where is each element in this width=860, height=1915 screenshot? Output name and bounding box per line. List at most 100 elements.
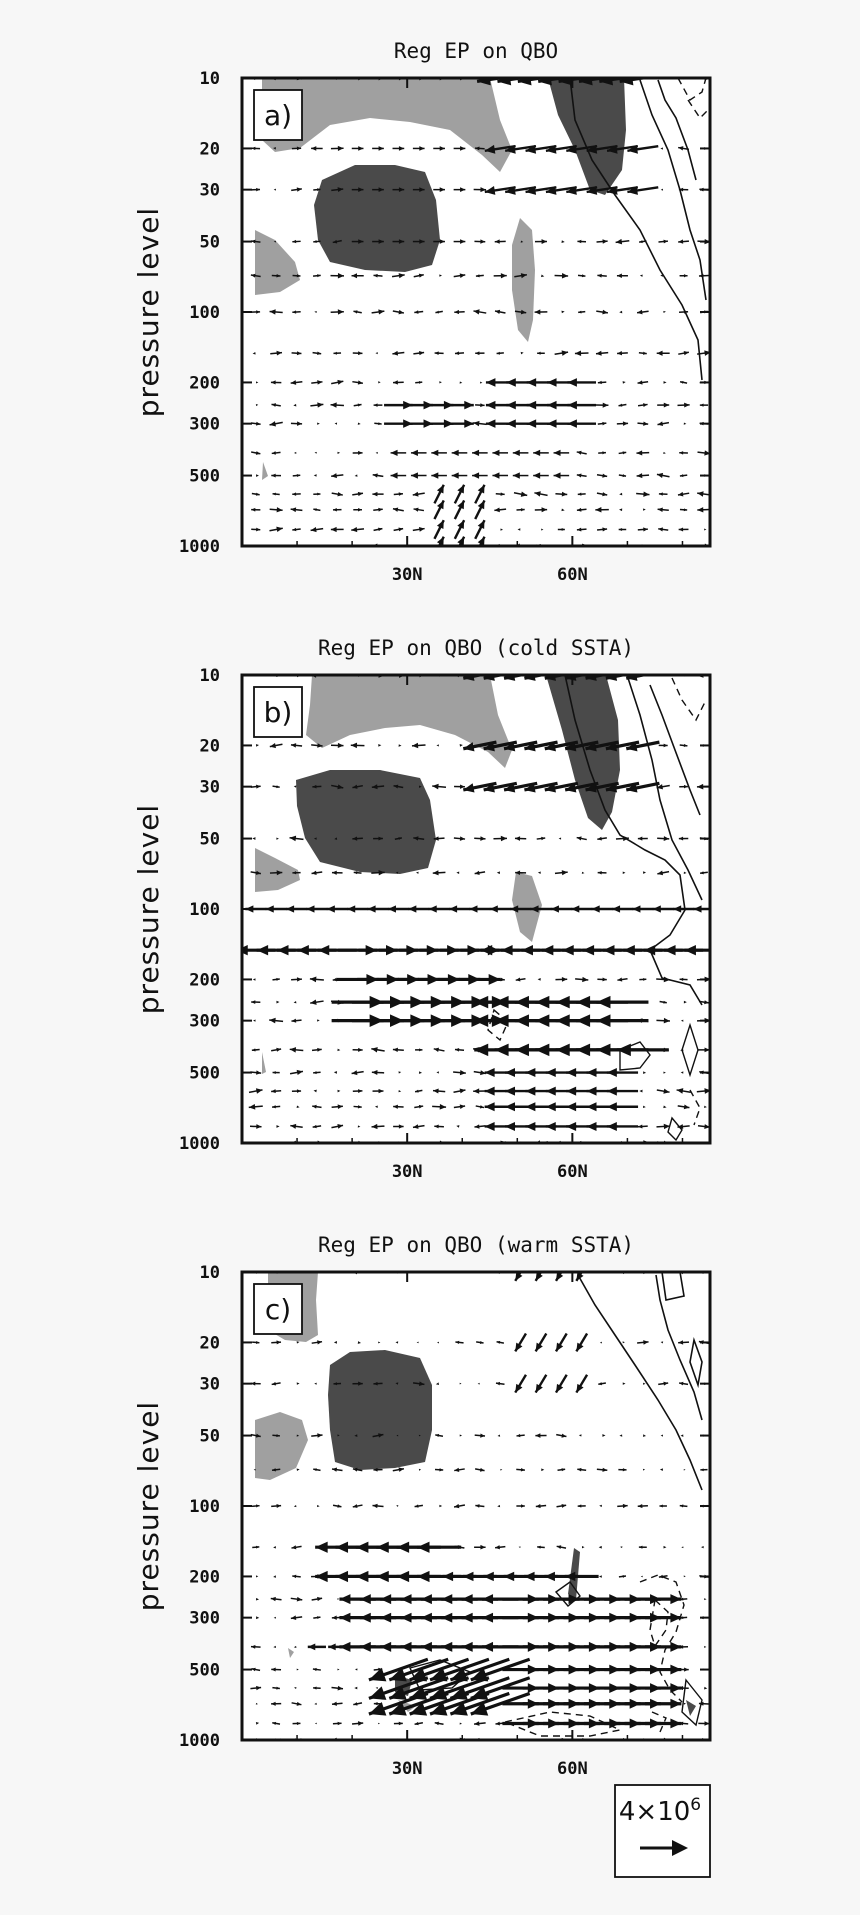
vector-arrow <box>657 836 670 842</box>
vector-arrow <box>334 837 338 840</box>
vector-arrow <box>428 905 450 913</box>
panel-b-positive-shading <box>255 848 300 892</box>
vector-arrow <box>541 1468 545 1472</box>
vector-arrow <box>636 309 649 315</box>
vector-arrow <box>353 1702 363 1706</box>
vector-arrow <box>273 188 276 191</box>
vector-arrow <box>413 836 425 841</box>
vector-arrow <box>412 1381 425 1387</box>
vector-arrow <box>388 1691 449 1716</box>
vector-arrow <box>432 1088 446 1094</box>
vector-arrow <box>271 403 281 407</box>
vector-arrow <box>439 1504 443 1508</box>
vector-arrow <box>371 784 385 790</box>
vector-arrow <box>252 837 256 840</box>
vector-arrow <box>372 1433 384 1438</box>
vector-arrow <box>271 1089 282 1094</box>
vector-arrow <box>414 1104 424 1109</box>
panel-c-contour <box>577 1274 703 1491</box>
panel-a-ytick-label: 1000 <box>179 537 220 557</box>
vector-arrow <box>606 1086 639 1096</box>
vector-arrow <box>697 507 710 513</box>
vector-arrow <box>372 1088 384 1094</box>
panel-a-contour <box>569 78 703 381</box>
vector-arrow <box>495 1545 506 1550</box>
panel-b-positive-shading <box>512 872 542 942</box>
vector-arrow <box>269 421 283 427</box>
vector-arrow <box>515 977 526 982</box>
vector-arrow <box>494 309 506 315</box>
vector-arrow <box>619 78 654 86</box>
vector-arrow <box>595 507 609 513</box>
vector-arrow <box>292 1721 301 1726</box>
vector-arrow <box>474 870 486 875</box>
vector-arrow <box>290 1123 303 1129</box>
vector-arrow <box>251 451 261 455</box>
panel-a-label-box <box>253 89 303 141</box>
panel-a-label: a) <box>264 99 292 132</box>
vector-arrow <box>598 1382 606 1386</box>
vector-arrow <box>269 507 283 513</box>
vector-arrow <box>514 1332 527 1352</box>
vector-arrow <box>296 1434 300 1437</box>
vector-arrow <box>353 508 362 512</box>
vector-arrow <box>619 508 623 512</box>
vector-arrow <box>660 188 664 191</box>
panel-b-ytick-label: 500 <box>189 1064 220 1084</box>
vector-arrow <box>659 1468 664 1472</box>
vector-arrow <box>602 1434 606 1437</box>
vector-arrow <box>330 742 344 748</box>
vector-arrow <box>333 351 342 355</box>
vector-arrow <box>255 1575 259 1578</box>
panel-c-ytick-label: 200 <box>189 1567 220 1587</box>
vector-arrow <box>392 507 404 512</box>
vector-arrow <box>677 1104 690 1110</box>
vector-arrow <box>645 1698 682 1709</box>
vector-arrow <box>368 1676 429 1700</box>
vector-arrow <box>639 240 647 244</box>
vector-arrow <box>537 351 545 355</box>
vector-arrow <box>567 400 597 410</box>
vector-arrow <box>272 1721 281 1725</box>
vector-arrow <box>256 381 259 384</box>
vector-arrow <box>390 472 407 479</box>
panel-a: Reg EP on QBO 10 20 30 50 100 200 300 500 1000 30… <box>132 39 712 585</box>
panel-c-title: Reg EP on QBO (warm SSTA) <box>318 1233 634 1257</box>
vector-arrow <box>596 239 608 244</box>
vector-arrow <box>393 1721 403 1726</box>
panel-a-positive-shading <box>255 230 300 295</box>
vector-arrow <box>576 507 587 512</box>
panel-a-ytick-label: 200 <box>189 373 220 393</box>
vector-arrow <box>332 1721 342 1726</box>
vector-arrow <box>337 1598 340 1600</box>
panel-a-title: Reg EP on QBO <box>394 39 558 63</box>
vector-arrow <box>599 1504 602 1508</box>
vector-arrow <box>615 238 630 245</box>
vector-arrow <box>248 1088 263 1094</box>
vector-arrow <box>612 905 633 913</box>
panel-c-label: c) <box>265 1293 291 1326</box>
vector-arrow <box>313 508 321 512</box>
vector-arrow <box>273 240 276 243</box>
vector-arrow <box>598 451 607 455</box>
vector-arrow <box>352 450 363 455</box>
vector-arrow <box>500 1468 503 1471</box>
vector-arrow <box>660 147 664 150</box>
vector-arrow <box>250 421 261 426</box>
vector-arrow <box>351 526 365 533</box>
vector-arrow <box>577 274 586 278</box>
panel-a-positive-shading <box>262 462 268 480</box>
vector-arrow <box>637 1503 648 1509</box>
vector-arrow <box>395 871 399 874</box>
vector-arrow <box>660 1341 664 1344</box>
vector-arrow <box>351 1721 364 1726</box>
vector-arrow <box>392 146 405 151</box>
panel-c-contour-negative <box>639 1574 685 1703</box>
panel-a-ytick-label: 30 <box>200 181 220 201</box>
vector-arrow <box>657 402 670 408</box>
vector-arrow <box>439 274 443 277</box>
panel-c-xtick-label: 30N <box>392 1759 423 1779</box>
vector-arrow <box>253 1468 256 1471</box>
vector-arrow <box>534 507 548 513</box>
vector-arrow <box>311 1340 323 1345</box>
